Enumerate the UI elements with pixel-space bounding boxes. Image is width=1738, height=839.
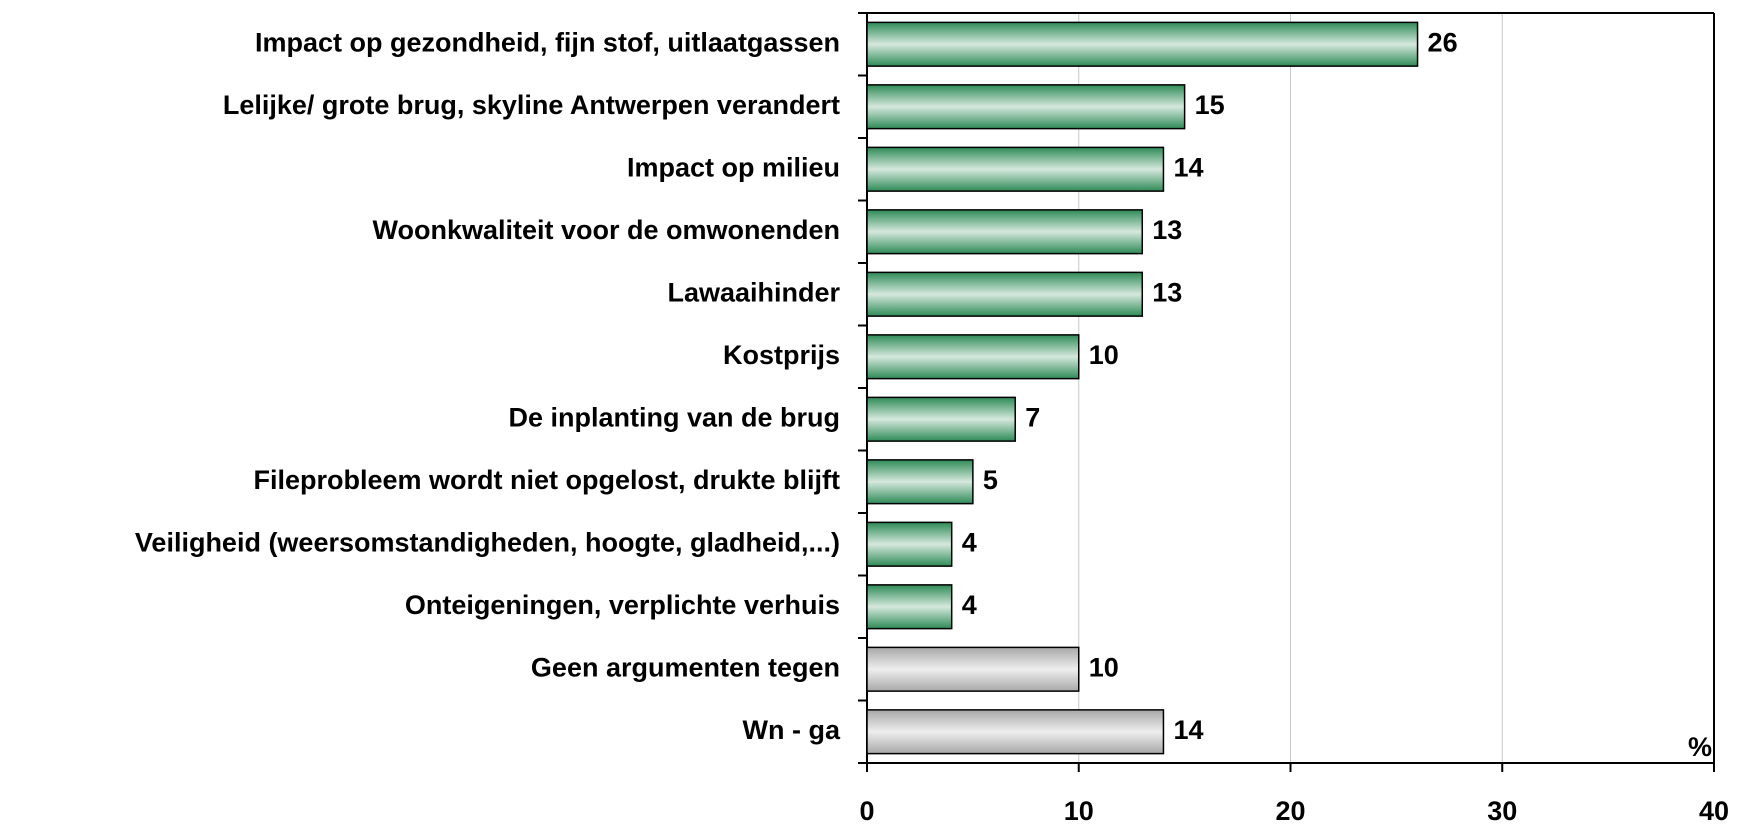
- bar: [866, 584, 953, 630]
- bar: [866, 334, 1080, 380]
- x-tick-label: 30: [1487, 796, 1517, 826]
- bar: [866, 84, 1186, 130]
- value-label: 5: [983, 465, 998, 495]
- value-label: 10: [1089, 340, 1119, 370]
- y-tick-label: Veiligheid (weersomstandigheden, hoogte,…: [135, 527, 840, 557]
- bar: [866, 521, 953, 567]
- bar: [866, 709, 1165, 755]
- bar: [866, 396, 1016, 442]
- bar: [866, 459, 974, 505]
- x-tick-label: 20: [1275, 796, 1305, 826]
- value-label: 26: [1428, 27, 1458, 57]
- x-tick-label: 10: [1064, 796, 1094, 826]
- y-tick-label: Onteigeningen, verplichte verhuis: [405, 590, 840, 620]
- value-label: 14: [1173, 152, 1203, 182]
- bar: [866, 21, 1419, 67]
- value-label: 7: [1025, 402, 1040, 432]
- bar: [866, 209, 1144, 255]
- value-label: 4: [962, 590, 977, 620]
- y-tick-label: Kostprijs: [723, 340, 840, 370]
- bar: [866, 271, 1144, 317]
- value-label: 4: [962, 527, 977, 557]
- y-tick-label: Woonkwaliteit voor de omwonenden: [372, 215, 840, 245]
- x-axis-label: %: [1688, 732, 1712, 762]
- x-tick-label: 0: [859, 796, 874, 826]
- y-tick-label: Lelijke/ grote brug, skyline Antwerpen v…: [223, 90, 840, 120]
- value-label: 15: [1195, 90, 1225, 120]
- value-label: 13: [1152, 215, 1182, 245]
- value-label: 13: [1152, 277, 1182, 307]
- y-tick-label: Geen argumenten tegen: [531, 652, 840, 682]
- y-tick-label: Fileprobleem wordt niet opgelost, drukte…: [253, 465, 840, 495]
- bar: [866, 646, 1080, 692]
- y-tick-label: Lawaaihinder: [667, 277, 840, 307]
- y-tick-label: Impact op gezondheid, fijn stof, uitlaat…: [255, 27, 840, 57]
- y-tick-label: Impact op milieu: [627, 152, 840, 182]
- y-tick-label: De inplanting van de brug: [508, 402, 840, 432]
- value-label: 10: [1089, 652, 1119, 682]
- value-label: 14: [1173, 715, 1203, 745]
- y-tick-label: Wn - ga: [743, 715, 841, 745]
- x-tick-label: 40: [1699, 796, 1729, 826]
- bar: [866, 146, 1165, 192]
